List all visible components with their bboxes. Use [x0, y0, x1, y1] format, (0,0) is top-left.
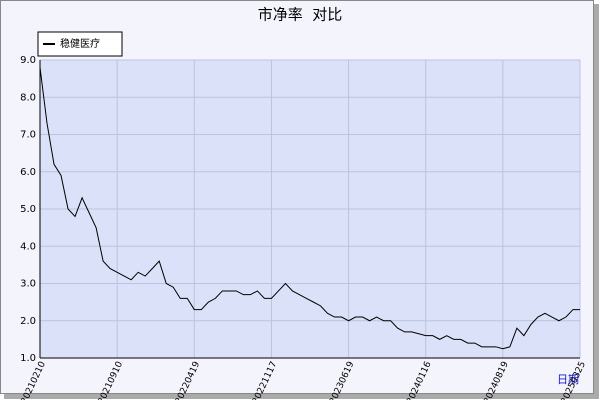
y-tick-label: 7.0 — [20, 130, 36, 141]
data-line — [39, 67, 580, 350]
legend-box — [37, 31, 123, 57]
y-tick-label: 6.0 — [20, 167, 36, 178]
chart-title: 市净率 对比 — [258, 6, 343, 24]
legend-label: 稳健医疗 — [60, 37, 100, 50]
y-tick-label: 4.0 — [20, 241, 36, 252]
shadow — [4, 394, 599, 399]
x-axis-label: 日期 — [557, 373, 579, 386]
y-tick-label: 8.0 — [20, 92, 36, 103]
y-tick-label: 5.0 — [20, 204, 36, 215]
y-tick-label: 1.0 — [20, 353, 36, 364]
y-tick-label: 2.0 — [20, 316, 36, 327]
y-tick-label: 3.0 — [20, 279, 36, 290]
shadow — [594, 4, 599, 398]
legend — [37, 31, 123, 57]
y-tick-label: 9.0 — [20, 55, 36, 66]
